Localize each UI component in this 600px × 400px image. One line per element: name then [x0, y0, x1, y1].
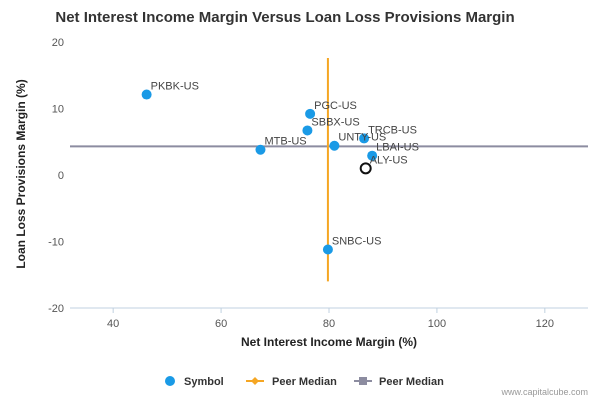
data-point: [367, 150, 378, 161]
data-point-label: SNBC-US: [332, 235, 382, 247]
data-point-label: PGC-US: [314, 100, 357, 112]
data-point-label: SBBX-US: [311, 116, 359, 128]
y-tick-label: 0: [58, 170, 64, 182]
data-point: [329, 140, 340, 151]
legend: Symbol Peer Median Peer Median: [165, 376, 444, 388]
legend-symbol-label: Symbol: [184, 376, 224, 388]
y-axis-title: Loan Loss Provisions Margin (%): [14, 79, 28, 268]
data-point: [359, 133, 370, 144]
data-point-label: MTB-US: [264, 136, 306, 148]
highlight-point: [359, 162, 372, 175]
data-point: [255, 144, 266, 155]
x-tick-label: 80: [323, 318, 335, 330]
data-point: [141, 89, 152, 100]
legend-peer-median-y-label: Peer Median: [379, 376, 444, 388]
y-tick-label: 20: [52, 37, 64, 49]
data-point: [302, 125, 313, 136]
data-point: [322, 244, 333, 255]
legend-peer-median-x-marker: [251, 377, 259, 385]
data-point: [305, 108, 316, 119]
y-tick-label: -20: [48, 303, 64, 315]
data-point-label: LBAI-US: [376, 142, 419, 154]
legend-peer-median-y-marker: [359, 377, 367, 385]
y-tick-label: 10: [52, 104, 64, 116]
data-point-label: PKBK-US: [151, 81, 199, 93]
x-tick-label: 60: [215, 318, 227, 330]
x-tick-label: 120: [536, 318, 554, 330]
x-tick-label: 40: [107, 318, 119, 330]
legend-symbol-marker: [165, 376, 175, 386]
chart-title: Net Interest Income Margin Versus Loan L…: [55, 9, 514, 26]
highlight-point-label: ALY-US: [370, 154, 408, 166]
x-axis-title: Net Interest Income Margin (%): [241, 335, 417, 349]
data-point-label: TRCB-US: [368, 124, 417, 136]
credit-text: www.capitalcube.com: [500, 387, 588, 397]
y-tick-label: -10: [48, 237, 64, 249]
data-point-label: UNTY-US: [338, 132, 386, 144]
x-tick-label: 100: [428, 318, 446, 330]
legend-peer-median-x-label: Peer Median: [272, 376, 337, 388]
